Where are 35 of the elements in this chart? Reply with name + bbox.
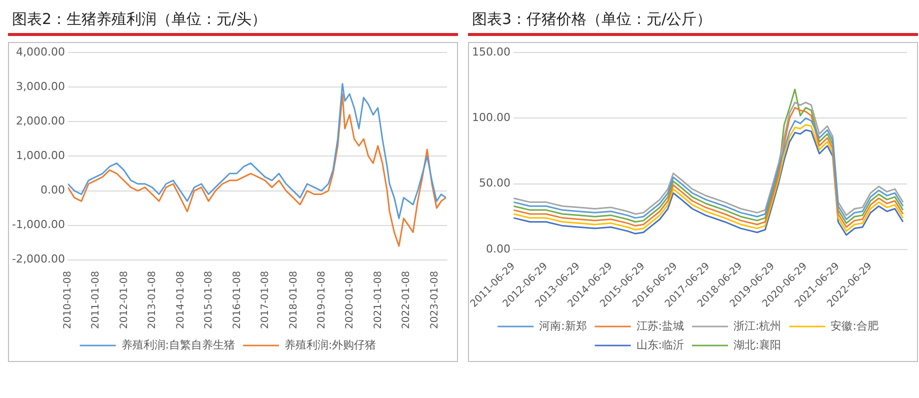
legend-label: 山东:临沂 [636,338,684,352]
x-tick-label: 2016-01-08 [232,270,243,330]
chart-title: 图表2：生猪养殖利润（单位：元/头） [8,8,458,36]
legend-label: 浙江:杭州 [734,319,782,332]
x-tick-label: 2023-01-08 [429,270,440,330]
legend-label: 湖北:襄阳 [734,338,782,352]
y-tick-label: -1,000.00 [12,218,65,232]
y-tick-label: 1,000.00 [16,149,65,162]
y-tick-label: 0.00 [40,184,65,197]
y-tick-label: -2,000.00 [12,252,65,266]
x-tick-label: 2012-01-08 [118,270,130,330]
y-tick-label: 50.00 [478,176,510,190]
x-tick-label: 2019-01-08 [316,270,328,330]
x-tick-label: 2018-01-08 [288,270,300,330]
legend-label: 养殖利润:自繁自养生猪 [121,338,236,352]
y-tick-label: 3,000.00 [16,80,65,94]
x-tick-label: 2014-01-08 [175,270,186,330]
chart-title: 图表3：仔猪价格（单位：元/公斤） [468,8,918,36]
x-tick-label: 2022-01-08 [401,270,412,330]
x-tick-label: 2015-01-08 [204,270,215,330]
y-tick-label: 150.00 [472,45,510,58]
x-tick-label: 2011-01-08 [90,270,102,330]
y-tick-label: 100.00 [472,111,510,124]
x-tick-label: 2010-01-08 [62,270,74,330]
legend-label: 河南:新郑 [539,319,587,332]
y-tick-label: 0.00 [486,242,510,256]
y-tick-label: 4,000.00 [16,45,65,58]
y-tick-label: 2,000.00 [16,114,65,128]
legend-label: 江苏:盐城 [636,319,684,332]
x-tick-label: 2021-01-08 [372,270,384,330]
x-tick-label: 2020-01-08 [344,270,356,330]
x-tick-label: 2013-01-08 [147,270,158,330]
x-tick-label: 2017-01-08 [260,270,272,330]
legend-label: 安徽:合肥 [830,319,878,332]
legend-label: 养殖利润:外购仔猪 [284,338,376,352]
